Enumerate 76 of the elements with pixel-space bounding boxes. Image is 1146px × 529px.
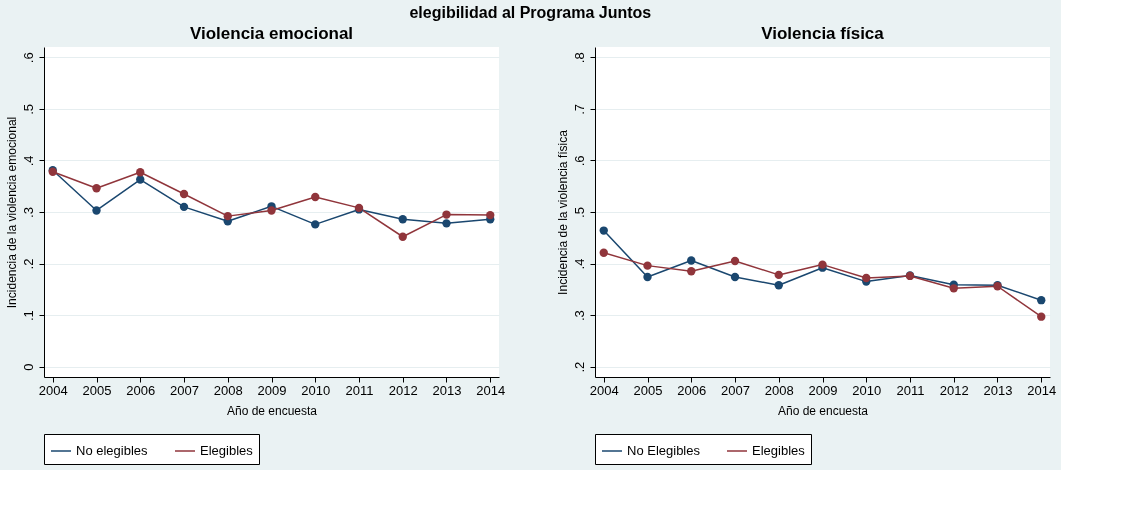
x-tick-label: 2010: [852, 382, 882, 398]
point: [398, 232, 407, 241]
point: [862, 273, 871, 283]
point: [311, 192, 320, 202]
x-tick-label: 2013: [983, 382, 1013, 398]
point: [687, 267, 696, 276]
point: [1037, 312, 1046, 321]
y-tick-label: .4: [571, 258, 587, 270]
x-tick-label: 2009: [808, 382, 838, 398]
chart-title: Violencia emocional: [189, 24, 354, 43]
x-tick-label: 2007: [170, 382, 199, 398]
point: [774, 270, 783, 280]
legend-label: No elegibles: [76, 443, 149, 458]
point: [136, 175, 145, 184]
y-tick-label: .3: [571, 310, 587, 322]
text: elegibilidad al Programa Juntos: [409, 4, 652, 21]
point: [730, 256, 740, 266]
x-tick-label: 2005: [633, 382, 663, 398]
point: [267, 206, 276, 215]
y-tick-label: .7: [571, 103, 587, 115]
point: [599, 226, 608, 235]
x-tick-label: 2006: [677, 382, 707, 398]
point: [442, 219, 451, 228]
point: [643, 272, 652, 282]
point: [92, 206, 101, 215]
x-tick-label: 2008: [764, 382, 794, 398]
point: [486, 210, 495, 220]
y-tick-label: .4: [20, 155, 36, 167]
legend-label: Elegibles: [752, 443, 806, 458]
x-tick-label: 2004: [589, 382, 619, 398]
x-tick-label: 2011: [896, 382, 925, 398]
y-tick-label: .2: [20, 258, 36, 270]
y-tick-label: .1: [20, 310, 36, 322]
chart-title: Violencia física: [761, 24, 885, 43]
x-axis-title: Año de encuesta: [777, 403, 869, 418]
y-axis-title: Incidencia de la violencia física: [555, 129, 570, 295]
y-tick-label: .2: [571, 361, 587, 373]
y-tick-label: .5: [20, 103, 36, 115]
point: [949, 284, 958, 293]
point: [311, 220, 320, 229]
y-tick-label: .5: [571, 207, 587, 218]
legend-label: No Elegibles: [627, 443, 701, 458]
y-tick-label: .8: [571, 52, 587, 64]
x-tick-label: 2009: [257, 382, 287, 398]
y-tick-label: .3: [20, 207, 36, 218]
point: [398, 215, 407, 224]
point: [599, 248, 608, 257]
y-tick-label: .6: [20, 52, 36, 64]
x-tick-label: 2008: [213, 382, 243, 398]
x-tick-label: 2011: [345, 382, 374, 398]
legend-label: Elegibles: [200, 443, 254, 458]
point: [730, 272, 740, 282]
x-tick-label: 2012: [388, 382, 418, 398]
point: [643, 261, 652, 270]
point: [774, 281, 783, 290]
x-tick-label: 2005: [82, 382, 112, 398]
point: [442, 210, 451, 219]
x-tick-label: 2007: [721, 382, 750, 398]
point: [92, 184, 101, 193]
x-tick-label: 2014: [476, 382, 506, 398]
point: [223, 211, 232, 221]
x-tick-label: 2006: [126, 382, 156, 398]
x-tick-label: 2004: [38, 382, 68, 398]
x-tick-label: 2013: [432, 382, 462, 398]
point: [179, 189, 189, 199]
point: [179, 202, 189, 212]
y-axis-title: Incidencia de la violencia emocional: [4, 116, 19, 309]
y-tick-label: .6: [571, 155, 587, 167]
y-tick-label: 0: [20, 363, 36, 371]
point: [1037, 296, 1046, 305]
x-tick-label: 2010: [301, 382, 331, 398]
x-tick-label: 2014: [1027, 382, 1057, 398]
point: [136, 168, 145, 177]
x-axis-title: Año de encuesta: [226, 403, 318, 418]
point: [687, 256, 696, 265]
x-tick-label: 2012: [939, 382, 969, 398]
